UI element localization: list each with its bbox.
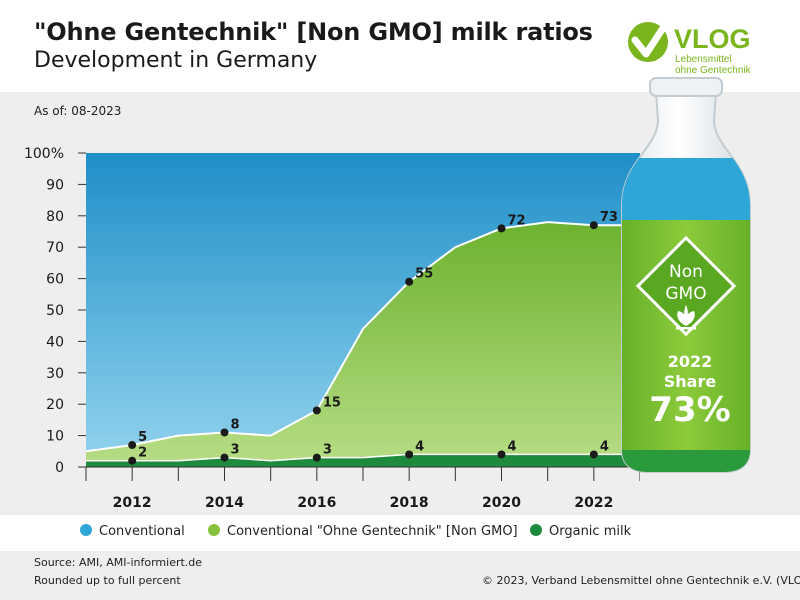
bottle-dark-liquid — [622, 450, 750, 472]
vlog-logo-tagline-2: ohne Gentechnik — [675, 65, 752, 76]
x-tick-label: 2020 — [482, 495, 521, 511]
x-tick-label: 2014 — [205, 495, 244, 511]
bottle-blue-liquid — [622, 158, 750, 220]
non-gmo-badge — [635, 235, 737, 337]
area-non-gmo — [86, 222, 640, 461]
bottle-rim — [649, 77, 723, 97]
share-year: 2022 — [667, 352, 713, 371]
y-tick-label: 10 — [46, 429, 64, 445]
legend — [0, 515, 800, 551]
share-value: 73% — [649, 390, 731, 430]
y-tick-label: 50 — [46, 303, 64, 319]
y-tick-label: 20 — [46, 397, 64, 413]
data-label: 3 — [323, 443, 332, 458]
data-point — [589, 221, 598, 230]
legend-item-non-gmo: Conventional "Ohne Gentechnik" [Non GMO] — [208, 524, 518, 539]
x-tick-label: 2012 — [113, 495, 152, 511]
data-point — [405, 277, 414, 286]
source-note: Source: AMI, AMI-informiert.de — [34, 556, 203, 569]
y-tick-label: 90 — [46, 177, 64, 193]
data-label: 3 — [231, 443, 240, 458]
line-non-gmo-top — [85, 221, 640, 453]
y-tick-label: 80 — [46, 209, 64, 225]
x-tick-label: 2018 — [390, 495, 429, 511]
line-organic-top — [86, 453, 640, 462]
y-tick-label: 100% — [24, 146, 64, 162]
vlog-logo-name: VLOG — [674, 24, 751, 54]
data-label: 4 — [508, 439, 517, 454]
area-chart: 0 10 20 30 40 50 60 70 80 90 100% 2012 2014 2016 2018 2… — [24, 146, 640, 511]
vlog-logo-tagline-1: Lebensmittel — [675, 54, 732, 65]
data-point — [497, 450, 506, 459]
badge-text-non: Non — [669, 262, 703, 282]
y-tick-label: 40 — [46, 334, 64, 350]
data-point — [497, 224, 506, 233]
y-tick-label: 70 — [46, 240, 64, 256]
x-tick-label: 2022 — [574, 495, 613, 511]
data-label: 72 — [508, 213, 526, 228]
milk-bottle-graphic — [621, 77, 751, 473]
badge-text-gmo: GMO — [665, 284, 707, 304]
rounding-note: Rounded up to full percent — [34, 574, 181, 587]
vlog-logo: VLOG Lebensmittel ohne Gentechnik — [628, 22, 752, 76]
data-point — [312, 406, 321, 415]
data-point — [128, 456, 137, 465]
data-point — [312, 453, 321, 462]
y-tick-label: 60 — [46, 272, 64, 288]
chart-title: "Ohne Gentechnik" [Non GMO] milk ratios — [34, 18, 593, 46]
sprout-icon — [676, 305, 696, 330]
legend-item-conventional: Conventional — [80, 524, 185, 539]
legend-item-organic: Organic milk — [530, 524, 631, 539]
x-tick-label: 2016 — [297, 495, 336, 511]
legend-dot-non-gmo — [208, 524, 220, 536]
share-label: Share — [663, 372, 717, 391]
as-of-date: As of: 08-2023 — [34, 104, 122, 118]
data-label: 15 — [323, 395, 341, 410]
legend-label-non-gmo: Conventional "Ohne Gentechnik" [Non GMO] — [227, 524, 518, 539]
data-label: 5 — [138, 430, 147, 445]
legend-label-conventional: Conventional — [99, 524, 185, 539]
y-tick-label: 0 — [55, 460, 64, 476]
data-point — [220, 453, 229, 462]
data-point — [220, 428, 229, 437]
chart-subtitle: Development in Germany — [34, 48, 318, 73]
footer — [0, 551, 800, 600]
legend-dot-conventional — [80, 524, 92, 536]
header: "Ohne Gentechnik" [Non GMO] milk ratios … — [0, 0, 800, 92]
legend-dot-organic — [530, 524, 542, 536]
check-icon — [631, 24, 667, 58]
data-label: 4 — [600, 439, 609, 454]
data-label: 2 — [138, 446, 147, 461]
data-label: 4 — [415, 439, 424, 454]
legend-label-organic: Organic milk — [549, 524, 632, 539]
data-point — [128, 441, 137, 450]
data-label: 55 — [415, 267, 433, 282]
data-point — [589, 450, 598, 459]
y-tick-label: 30 — [46, 366, 64, 382]
copyright-note: © 2023, Verband Lebensmittel ohne Gentec… — [482, 574, 800, 587]
data-point — [405, 450, 414, 459]
data-label: 73 — [600, 210, 618, 225]
data-label: 8 — [231, 417, 240, 432]
